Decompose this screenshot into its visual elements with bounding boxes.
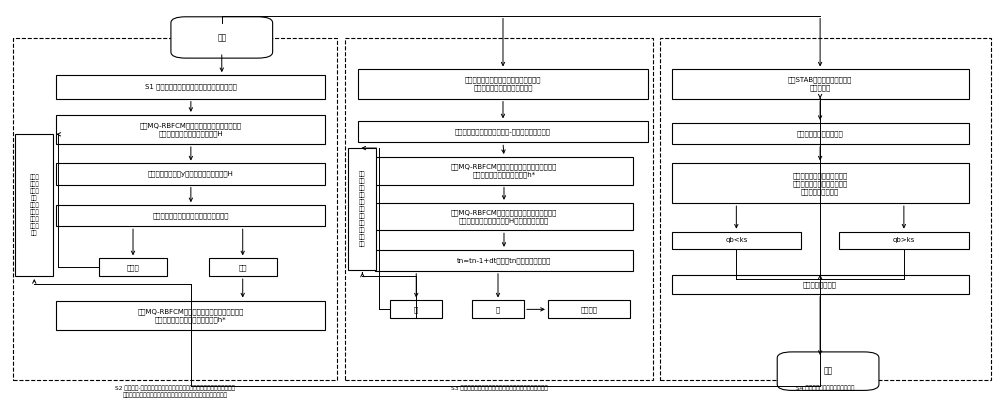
Text: 利用MQ-RBFCM暂态渗流分析求解饱和区控制域
内及边界上的点的压力水头H及新自由面的位置: 利用MQ-RBFCM暂态渗流分析求解饱和区控制域 内及边界上的点的压力水头H及新… bbox=[451, 209, 557, 224]
FancyBboxPatch shape bbox=[672, 164, 969, 203]
Text: S3 进行暂态分析求得降雨作用下护坡各个时刻的暂态渗流场: S3 进行暂态分析求得降雨作用下护坡各个时刻的暂态渗流场 bbox=[451, 386, 547, 391]
Text: 是: 是 bbox=[496, 306, 500, 313]
FancyBboxPatch shape bbox=[777, 352, 879, 390]
FancyBboxPatch shape bbox=[56, 115, 325, 144]
Text: 令所
求暂
态渗
流场
作为
下一
时步
分析
时的
初始
状态: 令所 求暂 态渗 流场 作为 下一 时步 分析 时的 初始 状态 bbox=[359, 171, 366, 246]
Text: tn=tn-1+dt，检查tn是否大于指定时间: tn=tn-1+dt，检查tn是否大于指定时间 bbox=[457, 257, 551, 264]
Text: 结束: 结束 bbox=[823, 367, 833, 376]
Text: qb<ks: qb<ks bbox=[725, 237, 748, 244]
FancyBboxPatch shape bbox=[375, 203, 633, 231]
Text: 否: 否 bbox=[414, 306, 418, 313]
FancyBboxPatch shape bbox=[15, 134, 53, 276]
Text: 令自由面上各点的y坐标等于该点的总水头H: 令自由面上各点的y坐标等于该点的总水头H bbox=[148, 171, 234, 177]
Text: S1 建立生态土工格栅护坡理想均质的计算模型: S1 建立生态土工格栅护坡理想均质的计算模型 bbox=[145, 84, 237, 90]
Text: 根据滑裂面的位置变化情况，
判断非饱和区临界滑裂面上的
孔隙水压力变化情况: 根据滑裂面的位置变化情况， 判断非饱和区临界滑裂面上的 孔隙水压力变化情况 bbox=[792, 172, 848, 195]
Text: 利用MQ-RBFCM暂态渗流分析求解非饱和区控制
域内及边界上的点的压力水头h*: 利用MQ-RBFCM暂态渗流分析求解非饱和区控制 域内及边界上的点的压力水头h* bbox=[451, 164, 557, 178]
FancyBboxPatch shape bbox=[390, 300, 442, 318]
Text: 将稳态分析求得的生态土工格栅护坡渗流
场作为暂态渗流分析的初始状态: 将稳态分析求得的生态土工格栅护坡渗流 场作为暂态渗流分析的初始状态 bbox=[465, 77, 541, 91]
FancyBboxPatch shape bbox=[358, 69, 648, 99]
FancyBboxPatch shape bbox=[472, 300, 524, 318]
FancyBboxPatch shape bbox=[672, 69, 969, 99]
Text: 未收敛: 未收敛 bbox=[127, 264, 139, 271]
FancyBboxPatch shape bbox=[672, 123, 969, 144]
FancyBboxPatch shape bbox=[56, 164, 325, 184]
Text: 收敛: 收敛 bbox=[238, 264, 247, 271]
FancyBboxPatch shape bbox=[672, 232, 801, 249]
FancyBboxPatch shape bbox=[171, 17, 273, 58]
Text: 分析雨水渗透情况: 分析雨水渗透情况 bbox=[803, 281, 837, 288]
FancyBboxPatch shape bbox=[56, 301, 325, 330]
FancyBboxPatch shape bbox=[375, 157, 633, 184]
FancyBboxPatch shape bbox=[209, 258, 277, 276]
FancyBboxPatch shape bbox=[99, 258, 167, 276]
FancyBboxPatch shape bbox=[348, 148, 376, 270]
Text: S2 建立饱和-非饱和渗流问题的代数联立方程，计算未发生降雨作用时生态
土工格栅护坡内的稳态渗流分析模型，分析该情况下护坡的自由液面: S2 建立饱和-非饱和渗流问题的代数联立方程，计算未发生降雨作用时生态 土工格栅… bbox=[115, 386, 235, 398]
Text: 利用MQ-RBFCM稳态渗流分析模型求解非饱和区
控制域内及边界上的点的压力水头h*: 利用MQ-RBFCM稳态渗流分析模型求解非饱和区 控制域内及边界上的点的压力水头… bbox=[138, 308, 244, 323]
FancyBboxPatch shape bbox=[839, 232, 969, 249]
Text: 结束计算: 结束计算 bbox=[580, 306, 597, 313]
Text: 所求总
水头为
新的初
始条
件，令
所求自
由面为
新的自
由面: 所求总 水头为 新的初 始条 件，令 所求自 由面为 新的自 由面 bbox=[29, 175, 39, 236]
FancyBboxPatch shape bbox=[56, 205, 325, 226]
FancyBboxPatch shape bbox=[375, 250, 633, 271]
Text: 开始: 开始 bbox=[217, 33, 226, 42]
FancyBboxPatch shape bbox=[56, 75, 325, 99]
FancyBboxPatch shape bbox=[672, 275, 969, 294]
Text: 运用STAB程序，导入模型，输
入基本信息: 运用STAB程序，导入模型，输 入基本信息 bbox=[788, 77, 852, 91]
Text: S4 研究生态土工格栅护坡的稳定性: S4 研究生态土工格栅护坡的稳定性 bbox=[796, 386, 854, 391]
FancyBboxPatch shape bbox=[358, 121, 648, 142]
Text: qb>ks: qb>ks bbox=[893, 237, 915, 244]
Text: 利用MQ-RBFCM稳态渗流分析模型求解饱和区
控制域内及边界上的点的总水头H: 利用MQ-RBFCM稳态渗流分析模型求解饱和区 控制域内及边界上的点的总水头H bbox=[140, 122, 242, 137]
Text: 检查所求自由面是否收敛于给定精度之下: 检查所求自由面是否收敛于给定精度之下 bbox=[153, 213, 229, 219]
Text: 根据自由面位置，对护坡饱和-非饱和土体进行分区: 根据自由面位置，对护坡饱和-非饱和土体进行分区 bbox=[455, 129, 551, 135]
Text: 计算各个时刻的安全系数: 计算各个时刻的安全系数 bbox=[797, 130, 843, 137]
FancyBboxPatch shape bbox=[548, 300, 630, 318]
